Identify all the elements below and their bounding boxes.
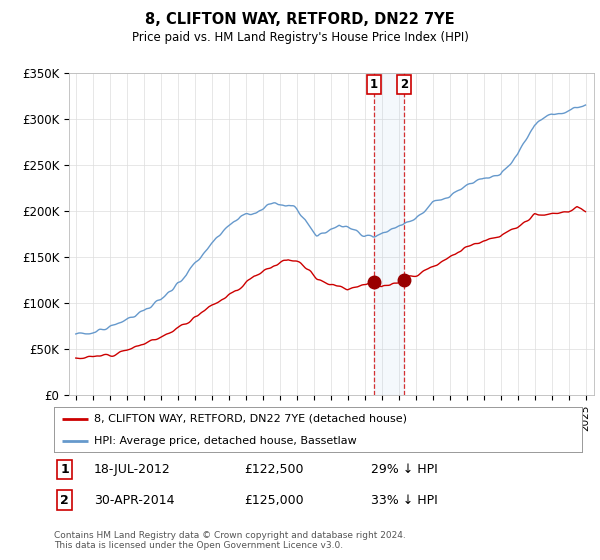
Text: 18-JUL-2012: 18-JUL-2012 — [94, 463, 170, 476]
Text: Price paid vs. HM Land Registry's House Price Index (HPI): Price paid vs. HM Land Registry's House … — [131, 31, 469, 44]
Text: 33% ↓ HPI: 33% ↓ HPI — [371, 493, 437, 507]
Text: 8, CLIFTON WAY, RETFORD, DN22 7YE (detached house): 8, CLIFTON WAY, RETFORD, DN22 7YE (detac… — [94, 414, 407, 424]
Bar — [374, 73, 404, 395]
Text: HPI: Average price, detached house, Bassetlaw: HPI: Average price, detached house, Bass… — [94, 436, 356, 446]
Text: 30-APR-2014: 30-APR-2014 — [94, 493, 174, 507]
Text: £125,000: £125,000 — [244, 493, 304, 507]
Text: 29% ↓ HPI: 29% ↓ HPI — [371, 463, 437, 476]
Text: 1: 1 — [370, 78, 378, 91]
Text: 2: 2 — [61, 493, 69, 507]
Text: 1: 1 — [61, 463, 69, 476]
Text: Contains HM Land Registry data © Crown copyright and database right 2024.
This d: Contains HM Land Registry data © Crown c… — [54, 531, 406, 550]
Text: £122,500: £122,500 — [244, 463, 304, 476]
Text: 8, CLIFTON WAY, RETFORD, DN22 7YE: 8, CLIFTON WAY, RETFORD, DN22 7YE — [145, 12, 455, 27]
Text: 2: 2 — [400, 78, 408, 91]
